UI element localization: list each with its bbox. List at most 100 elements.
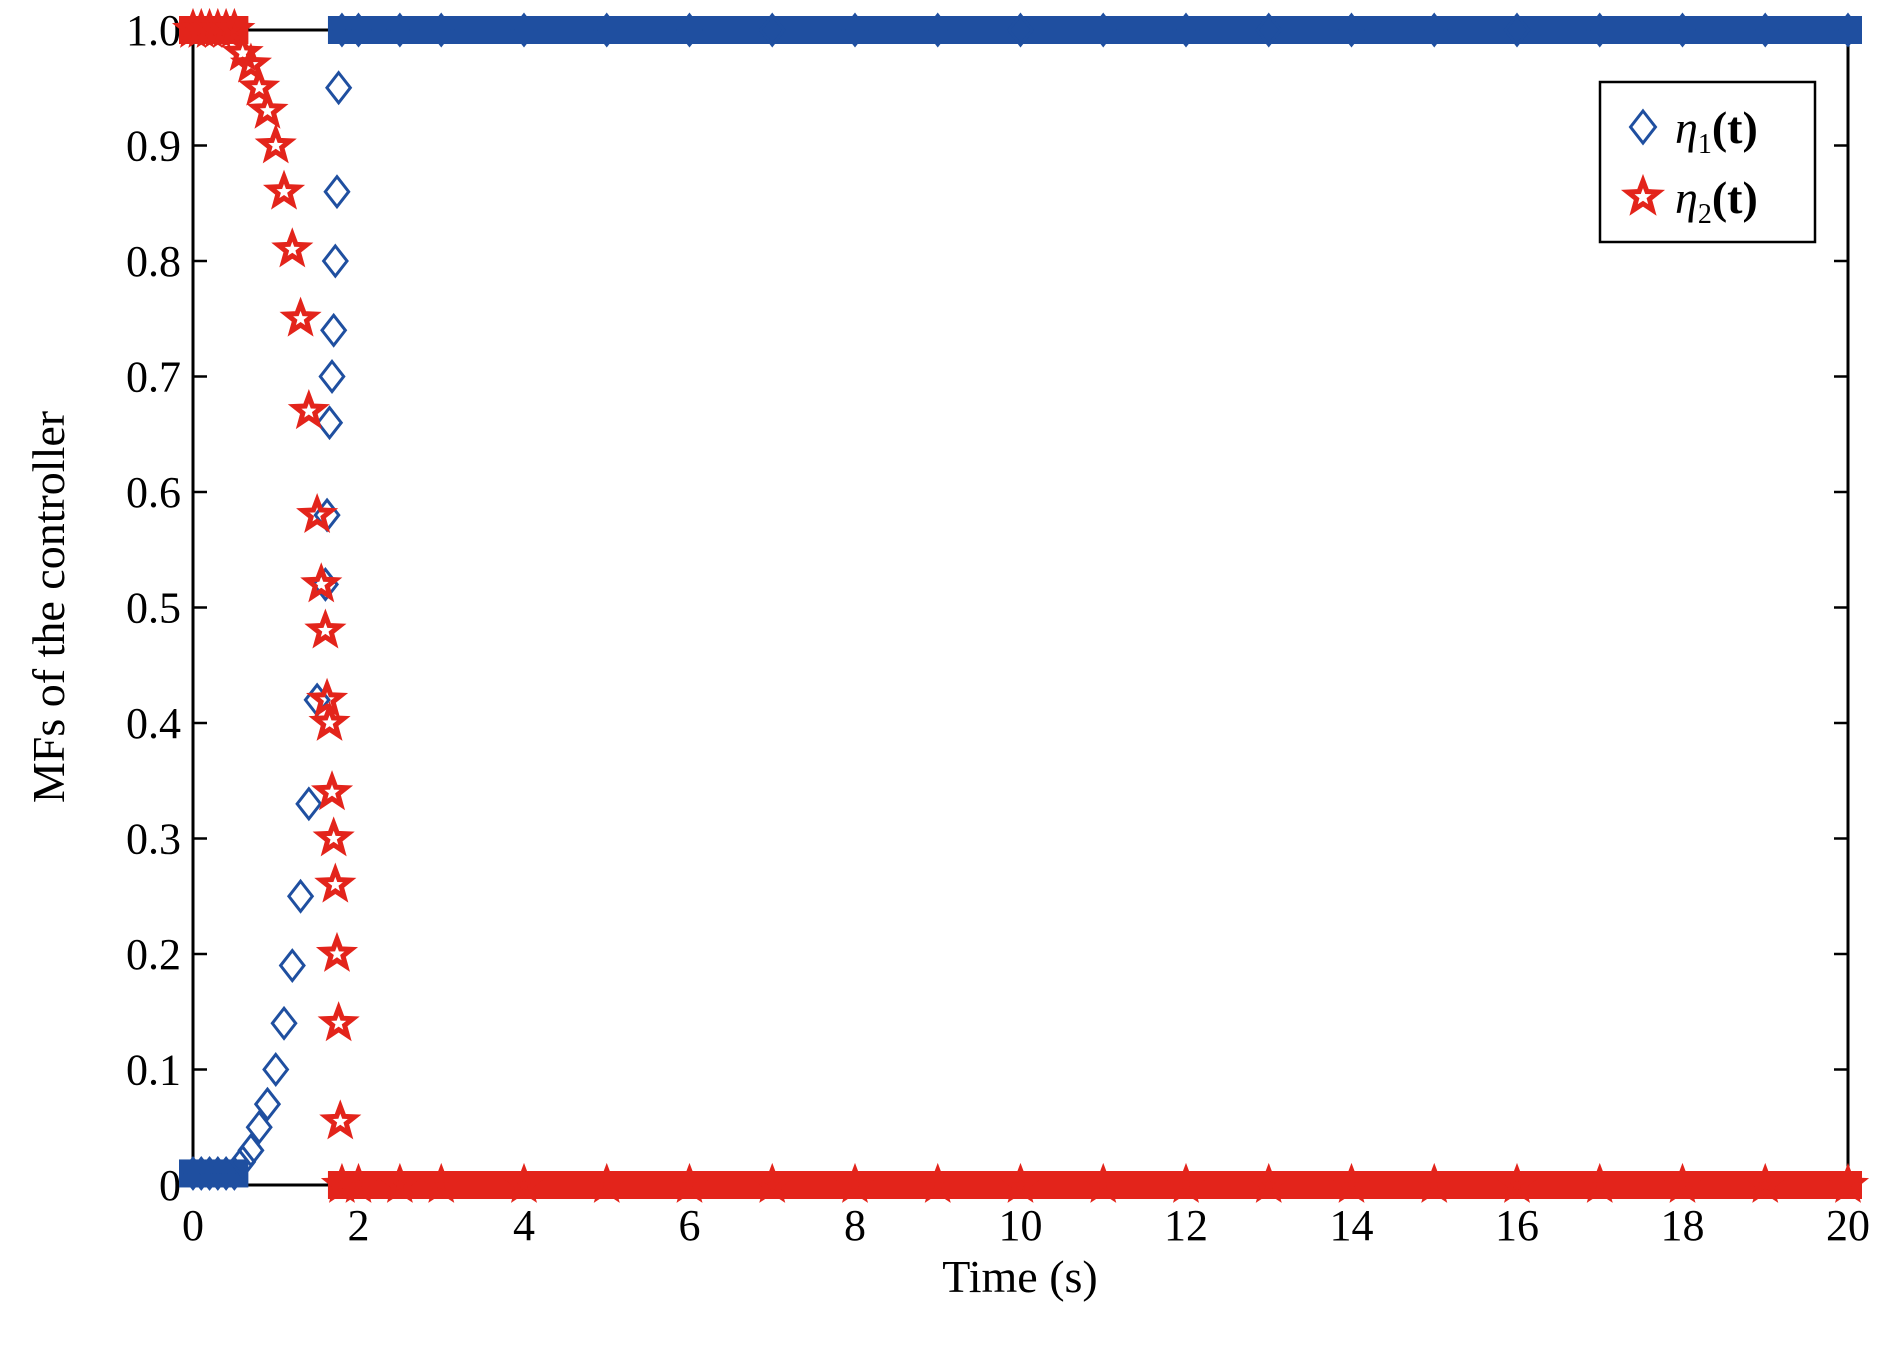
data-point: [1578, 1162, 1621, 1203]
data-point: [1834, 12, 1862, 48]
data-point: [300, 562, 343, 603]
data-point: [758, 12, 786, 48]
data-point: [253, 1086, 282, 1122]
series-1-band: [327, 16, 1863, 44]
data-point: [319, 1099, 362, 1140]
legend-label: η2(t): [1675, 172, 1758, 230]
x-tick-label: 20: [1826, 1201, 1870, 1250]
x-tick-label: 16: [1495, 1201, 1539, 1250]
y-tick-label: 0.9: [126, 122, 181, 171]
data-point: [318, 359, 346, 394]
data-point: [254, 123, 297, 164]
data-point: [668, 1162, 711, 1203]
data-point: [320, 312, 348, 348]
data-point: [1330, 1162, 1373, 1203]
y-tick-label: 0.1: [126, 1046, 181, 1095]
data-point: [229, 1144, 257, 1180]
data-point: [593, 12, 621, 48]
data-point: [296, 492, 339, 534]
data-point: [245, 1109, 273, 1145]
data-point: [675, 12, 704, 48]
x-tick-label: 6: [679, 1201, 701, 1250]
x-tick-label: 0: [182, 1201, 204, 1250]
legend: η1(t) η2(t): [1598, 80, 1817, 244]
data-point: [344, 12, 373, 48]
legend-marker-star: [1620, 173, 1666, 216]
data-point: [1495, 1162, 1539, 1203]
data-point: [337, 1162, 380, 1203]
series-1: [179, 12, 1863, 1191]
data-point: [1164, 1162, 1208, 1203]
x-tick-label: 12: [1164, 1201, 1208, 1250]
data-point: [1082, 1162, 1125, 1203]
data-point: [1586, 12, 1614, 48]
y-tick-label: 0.3: [126, 815, 181, 864]
data-point: [220, 1156, 248, 1191]
data-point: [378, 1162, 421, 1203]
data-point: [321, 243, 349, 279]
data-point: [278, 948, 306, 983]
data-point: [1247, 1162, 1290, 1203]
y-tick-label: 0.5: [126, 584, 181, 633]
data-point: [1751, 12, 1779, 48]
data-point: [271, 227, 314, 268]
data-point: [286, 878, 315, 914]
data-point: [1413, 1162, 1456, 1203]
data-point: [1337, 12, 1366, 48]
data-point: [841, 12, 869, 48]
data-point: [1255, 12, 1283, 48]
y-tick-label: 0: [159, 1161, 181, 1210]
data-point: [1744, 1162, 1787, 1203]
data-point: [502, 1162, 546, 1203]
y-tick-label: 0.2: [126, 930, 181, 979]
y-tick-label: 0.8: [126, 237, 181, 286]
data-point: [315, 931, 359, 972]
y-tick-label: 0.6: [126, 468, 181, 517]
data-point: [262, 1052, 290, 1087]
data-point: [304, 608, 347, 649]
x-axis-label: Time (s): [942, 1251, 1098, 1302]
x-tick-label: 14: [1330, 1201, 1374, 1250]
y-axis-label: MFs of the controller: [23, 411, 74, 803]
data-point: [1089, 12, 1117, 48]
data-point: [1826, 1162, 1870, 1203]
data-point: [427, 12, 455, 48]
data-point: [212, 1156, 240, 1191]
data-point: [238, 65, 281, 106]
data-point: [1006, 12, 1035, 48]
data-point: [1420, 12, 1448, 48]
x-tick-label: 2: [348, 1201, 370, 1250]
x-tick-label: 8: [844, 1201, 866, 1250]
x-tick-label: 4: [513, 1201, 535, 1250]
legend-box: [1598, 80, 1817, 244]
data-point: [1172, 12, 1200, 48]
data-point: [279, 296, 322, 337]
data-point: [246, 88, 289, 129]
data-point: [323, 174, 351, 210]
data-point: [924, 12, 952, 48]
x-tick-label: 18: [1661, 1201, 1705, 1250]
data-point: [310, 770, 354, 811]
data-point: [510, 12, 538, 48]
series-2: [171, 7, 1870, 1203]
data-point: [270, 1005, 298, 1041]
data-point: [420, 1162, 463, 1203]
data-point: [999, 1162, 1042, 1203]
data-point: [262, 169, 306, 210]
data-point: [295, 786, 323, 822]
y-tick-label: 1.0: [126, 6, 181, 55]
data-point: [312, 816, 355, 857]
data-point: [229, 42, 272, 83]
y-tick-label: 0.4: [126, 699, 181, 748]
data-point: [751, 1162, 794, 1203]
data-point: [1668, 12, 1697, 48]
data-point: [308, 700, 351, 741]
data-point: [213, 7, 256, 48]
data-point: [325, 70, 353, 106]
data-point: [317, 1001, 360, 1042]
data-point: [306, 677, 349, 718]
data-point: [314, 862, 357, 903]
data-point: [833, 1162, 877, 1203]
data-point: [315, 405, 344, 441]
